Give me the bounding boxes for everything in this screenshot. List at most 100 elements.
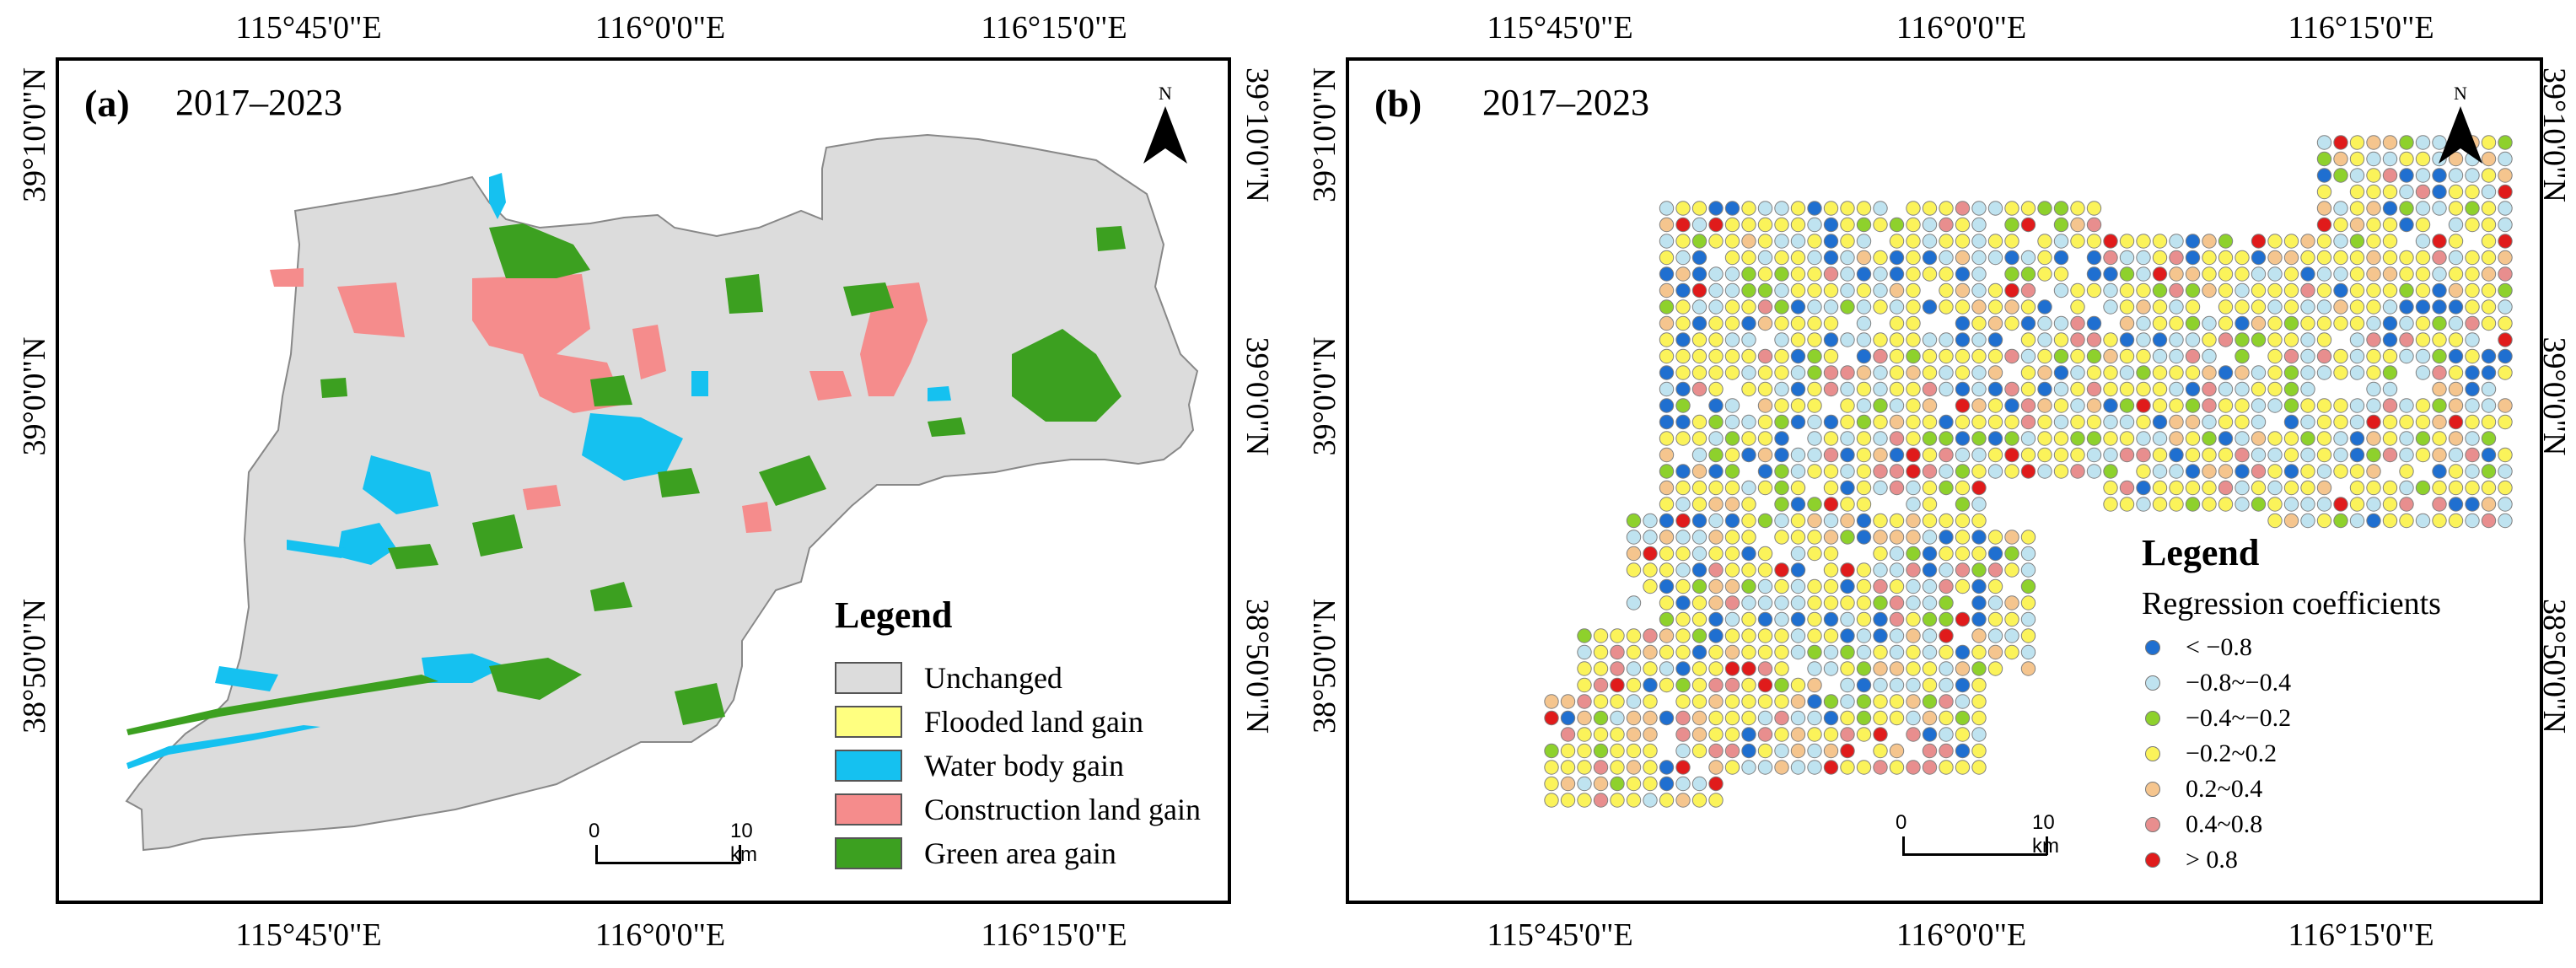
grid-cell-dot xyxy=(1741,201,1756,216)
grid-cell-dot xyxy=(1955,365,1971,380)
grid-cell-dot xyxy=(2267,464,2283,479)
grid-cell-dot xyxy=(1807,644,1822,660)
grid-cell-dot xyxy=(1675,760,1691,775)
grid-cell-dot xyxy=(2382,184,2398,200)
grid-cell-dot xyxy=(2152,480,2168,496)
grid-cell-dot xyxy=(2053,348,2069,364)
grid-cell-dot xyxy=(2020,464,2036,479)
grid-cell-dot xyxy=(2235,497,2250,512)
grid-cell-dot xyxy=(2415,348,2431,364)
grid-cell-dot xyxy=(1708,381,1724,397)
grid-cell-dot xyxy=(1922,414,1938,430)
lon-tick-top: 116°15'0"E xyxy=(981,10,1127,46)
legend-swatch xyxy=(835,750,902,782)
grid-cell-dot xyxy=(1987,464,2003,479)
grid-cell-dot xyxy=(1823,266,1839,282)
grid-cell-dot xyxy=(2070,447,2085,463)
grid-cell-dot xyxy=(2481,398,2497,413)
grid-cell-dot xyxy=(2382,250,2398,266)
grid-cell-dot xyxy=(2349,201,2365,216)
grid-cell-dot xyxy=(2103,250,2118,266)
grid-cell-dot xyxy=(2202,497,2217,512)
legend-swatch xyxy=(835,837,902,869)
grid-cell-dot xyxy=(2316,250,2332,266)
grid-cell-dot xyxy=(1659,447,1675,463)
grid-cell-dot xyxy=(2432,266,2447,282)
grid-cell-dot xyxy=(1971,694,1987,709)
grid-cell-dot xyxy=(2136,431,2151,446)
grid-cell-dot xyxy=(1939,661,1954,676)
grid-cell-dot xyxy=(1840,530,1855,545)
grid-cell-dot xyxy=(1757,282,1773,298)
grid-cell-dot xyxy=(1741,282,1756,298)
lat-tick-right: 38°50'0"N xyxy=(2536,599,2572,734)
grid-cell-dot xyxy=(1659,431,1675,446)
grid-cell-dot xyxy=(1774,562,1789,578)
grid-cell-dot xyxy=(2382,282,2398,298)
grid-cell-dot xyxy=(2136,365,2151,380)
grid-cell-dot xyxy=(1675,595,1691,610)
period-label: 2017–2023 xyxy=(175,82,342,123)
grid-cell-dot xyxy=(2465,447,2480,463)
grid-cell-dot xyxy=(1873,677,1888,693)
grid-cell-dot xyxy=(1675,644,1691,660)
grid-cell-dot xyxy=(2169,266,2184,282)
grid-cell-dot xyxy=(2481,234,2497,249)
grid-cell-dot xyxy=(1840,266,1855,282)
grid-cell-dot xyxy=(1873,546,1888,562)
grid-cell-dot xyxy=(2448,398,2464,413)
grid-cell-dot xyxy=(1643,677,1658,693)
grid-cell-dot xyxy=(2070,315,2085,331)
legend-label: Construction land gain xyxy=(924,793,1201,826)
grid-cell-dot xyxy=(1873,365,1888,380)
grid-cell-dot xyxy=(1807,727,1822,742)
grid-cell-dot xyxy=(1610,793,1625,808)
grid-cell-dot xyxy=(1987,250,2003,266)
grid-cell-dot xyxy=(1873,710,1888,726)
lon-tick-bottom: 116°15'0"E xyxy=(2288,917,2434,953)
grid-cell-dot xyxy=(2136,266,2151,282)
grid-cell-dot xyxy=(1577,628,1592,643)
grid-cell-dot xyxy=(1757,546,1773,562)
grid-cell-dot xyxy=(1906,628,1921,643)
grid-cell-dot xyxy=(2020,201,2036,216)
grid-cell-dot xyxy=(1906,414,1921,430)
grid-cell-dot xyxy=(1708,217,1724,233)
grid-cell-dot xyxy=(2382,431,2398,446)
grid-cell-dot xyxy=(2415,250,2431,266)
grid-cell-dot xyxy=(2382,365,2398,380)
grid-cell-dot xyxy=(2432,184,2447,200)
grid-cell-dot xyxy=(1774,760,1789,775)
grid-cell-dot xyxy=(1987,562,2003,578)
grid-cell-dot xyxy=(1840,497,1855,512)
green-gain-patch xyxy=(759,455,826,506)
grid-cell-dot xyxy=(2481,135,2497,150)
grid-cell-dot xyxy=(1856,365,1872,380)
grid-cell-dot xyxy=(2283,447,2299,463)
lat-tick-right: 39°10'0"N xyxy=(2536,67,2572,202)
grid-cell-dot xyxy=(1955,315,1971,331)
grid-cell-dot xyxy=(2465,348,2480,364)
grid-cell-dot xyxy=(1807,282,1822,298)
grid-cell-dot xyxy=(2235,299,2250,315)
grid-cell-dot xyxy=(2053,234,2069,249)
grid-cell-dot xyxy=(1610,710,1625,726)
water-gain-patch xyxy=(215,666,278,691)
regression-grid-map xyxy=(1544,135,2513,808)
grid-cell-dot xyxy=(2415,480,2431,496)
grid-cell-dot xyxy=(1708,365,1724,380)
grid-cell-dot xyxy=(1856,530,1872,545)
grid-cell-dot xyxy=(2152,497,2168,512)
grid-cell-dot xyxy=(2103,365,2118,380)
grid-cell-dot xyxy=(2267,447,2283,463)
grid-cell-dot xyxy=(1889,332,1905,347)
grid-cell-dot xyxy=(2333,348,2348,364)
grid-cell-dot xyxy=(2020,644,2036,660)
grid-cell-dot xyxy=(2251,398,2267,413)
grid-cell-dot xyxy=(2103,332,2118,347)
grid-cell-dot xyxy=(1675,530,1691,545)
grid-cell-dot xyxy=(1840,464,1855,479)
grid-cell-dot xyxy=(1724,250,1740,266)
grid-cell-dot xyxy=(1840,398,1855,413)
grid-cell-dot xyxy=(1790,578,1806,594)
